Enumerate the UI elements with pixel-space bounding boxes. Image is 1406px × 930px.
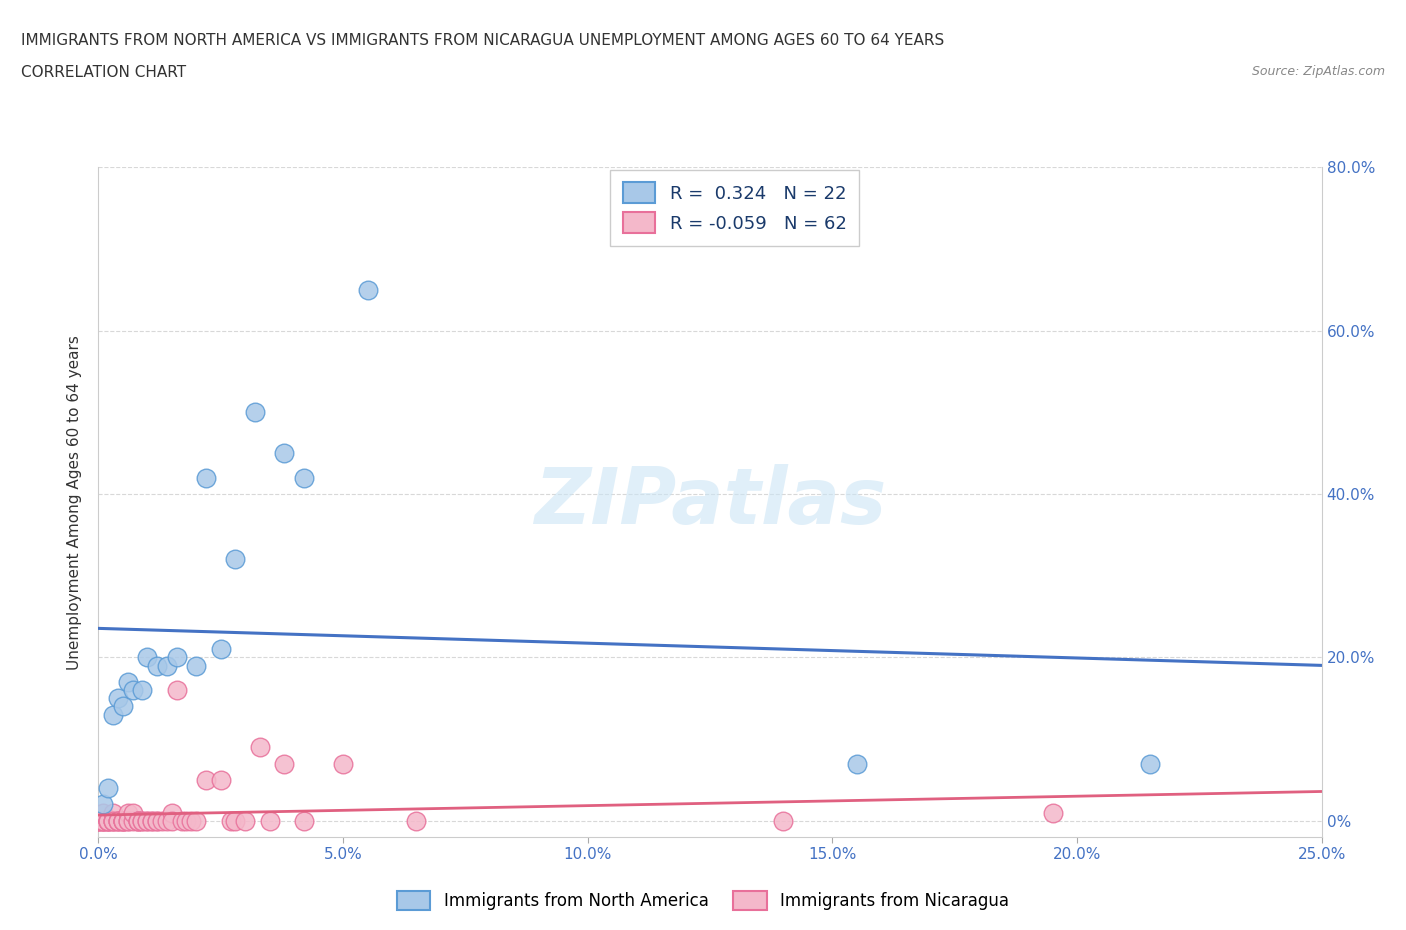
Point bbox=[195, 471, 218, 485]
Point bbox=[101, 707, 124, 722]
Text: CORRELATION CHART: CORRELATION CHART bbox=[21, 65, 186, 80]
Point bbox=[121, 683, 143, 698]
Point bbox=[111, 699, 134, 714]
Point bbox=[180, 813, 202, 828]
Point bbox=[405, 813, 427, 828]
Point bbox=[131, 813, 153, 828]
Point bbox=[243, 405, 266, 419]
Point bbox=[91, 813, 114, 828]
Point bbox=[249, 739, 271, 754]
Point bbox=[1139, 756, 1161, 771]
Point bbox=[101, 805, 124, 820]
Point bbox=[209, 773, 232, 788]
Point bbox=[259, 813, 281, 828]
Point bbox=[141, 813, 163, 828]
Point bbox=[97, 813, 120, 828]
Text: Source: ZipAtlas.com: Source: ZipAtlas.com bbox=[1251, 65, 1385, 78]
Point bbox=[356, 283, 378, 298]
Point bbox=[91, 797, 114, 812]
Point bbox=[121, 813, 143, 828]
Point bbox=[117, 805, 139, 820]
Point bbox=[292, 471, 315, 485]
Legend: R =  0.324   N = 22, R = -0.059   N = 62: R = 0.324 N = 22, R = -0.059 N = 62 bbox=[610, 170, 859, 246]
Point bbox=[233, 813, 256, 828]
Point bbox=[166, 683, 188, 698]
Point bbox=[224, 813, 246, 828]
Point bbox=[845, 756, 868, 771]
Point bbox=[136, 813, 159, 828]
Y-axis label: Unemployment Among Ages 60 to 64 years: Unemployment Among Ages 60 to 64 years bbox=[67, 335, 83, 670]
Point bbox=[107, 813, 129, 828]
Point bbox=[1042, 805, 1064, 820]
Point bbox=[107, 813, 129, 828]
Point bbox=[91, 805, 114, 820]
Point bbox=[111, 813, 134, 828]
Point bbox=[121, 805, 143, 820]
Point bbox=[273, 756, 295, 771]
Point bbox=[107, 691, 129, 706]
Point bbox=[101, 813, 124, 828]
Point bbox=[111, 813, 134, 828]
Point bbox=[141, 813, 163, 828]
Point bbox=[117, 813, 139, 828]
Point bbox=[111, 813, 134, 828]
Point bbox=[97, 813, 120, 828]
Point bbox=[146, 813, 169, 828]
Point bbox=[772, 813, 794, 828]
Text: IMMIGRANTS FROM NORTH AMERICA VS IMMIGRANTS FROM NICARAGUA UNEMPLOYMENT AMONG AG: IMMIGRANTS FROM NORTH AMERICA VS IMMIGRA… bbox=[21, 33, 945, 47]
Point bbox=[156, 813, 179, 828]
Point bbox=[97, 813, 120, 828]
Point bbox=[131, 813, 153, 828]
Point bbox=[209, 642, 232, 657]
Point bbox=[97, 813, 120, 828]
Point bbox=[136, 813, 159, 828]
Point bbox=[224, 551, 246, 566]
Point bbox=[160, 813, 183, 828]
Point bbox=[101, 813, 124, 828]
Point bbox=[127, 813, 149, 828]
Point bbox=[91, 813, 114, 828]
Point bbox=[186, 658, 208, 673]
Point bbox=[156, 658, 179, 673]
Point bbox=[87, 813, 110, 828]
Point bbox=[127, 813, 149, 828]
Point bbox=[146, 658, 169, 673]
Point bbox=[186, 813, 208, 828]
Point bbox=[101, 813, 124, 828]
Point bbox=[219, 813, 242, 828]
Point bbox=[117, 813, 139, 828]
Point bbox=[332, 756, 354, 771]
Point bbox=[146, 813, 169, 828]
Point bbox=[87, 813, 110, 828]
Point bbox=[91, 813, 114, 828]
Point bbox=[97, 780, 120, 795]
Point bbox=[273, 445, 295, 460]
Point bbox=[91, 813, 114, 828]
Point bbox=[87, 813, 110, 828]
Point bbox=[170, 813, 193, 828]
Point bbox=[136, 650, 159, 665]
Text: ZIPatlas: ZIPatlas bbox=[534, 464, 886, 540]
Point bbox=[131, 683, 153, 698]
Point bbox=[166, 650, 188, 665]
Point bbox=[107, 813, 129, 828]
Point bbox=[87, 813, 110, 828]
Point bbox=[160, 805, 183, 820]
Point bbox=[117, 674, 139, 689]
Point bbox=[176, 813, 198, 828]
Legend: Immigrants from North America, Immigrants from Nicaragua: Immigrants from North America, Immigrant… bbox=[391, 884, 1015, 917]
Point bbox=[127, 813, 149, 828]
Point bbox=[195, 773, 218, 788]
Point bbox=[111, 813, 134, 828]
Point bbox=[292, 813, 315, 828]
Point bbox=[150, 813, 173, 828]
